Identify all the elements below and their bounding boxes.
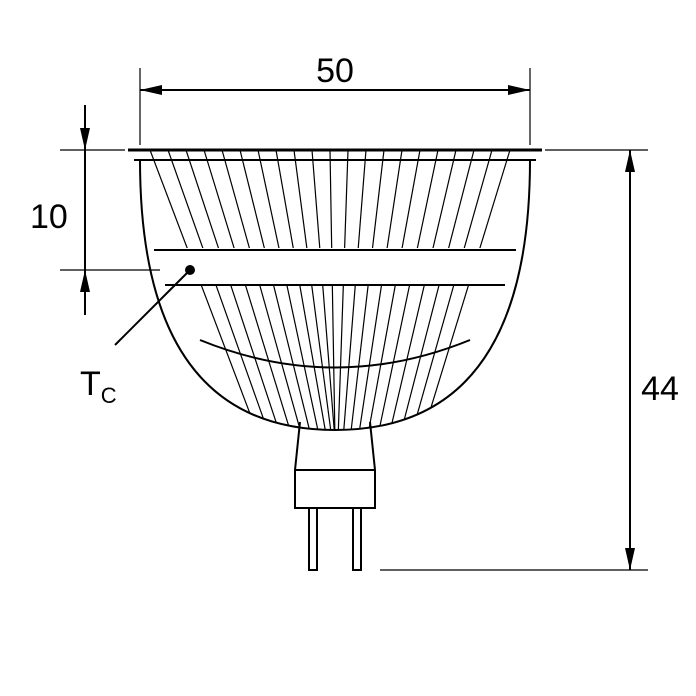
tc-label: TC <box>80 265 195 408</box>
reflector-flutes <box>150 150 510 440</box>
tc-text: T <box>80 365 101 403</box>
dim-band-value: 10 <box>30 198 68 236</box>
dimension-diameter: 50 <box>140 52 530 145</box>
dim-diameter-value: 50 <box>316 52 354 90</box>
lamp-dimension-diagram: 50 44 10 TC <box>0 0 696 696</box>
dim-height-value: 44 <box>641 370 679 408</box>
tc-sub: C <box>101 383 117 408</box>
svg-text:TC: TC <box>80 365 117 408</box>
